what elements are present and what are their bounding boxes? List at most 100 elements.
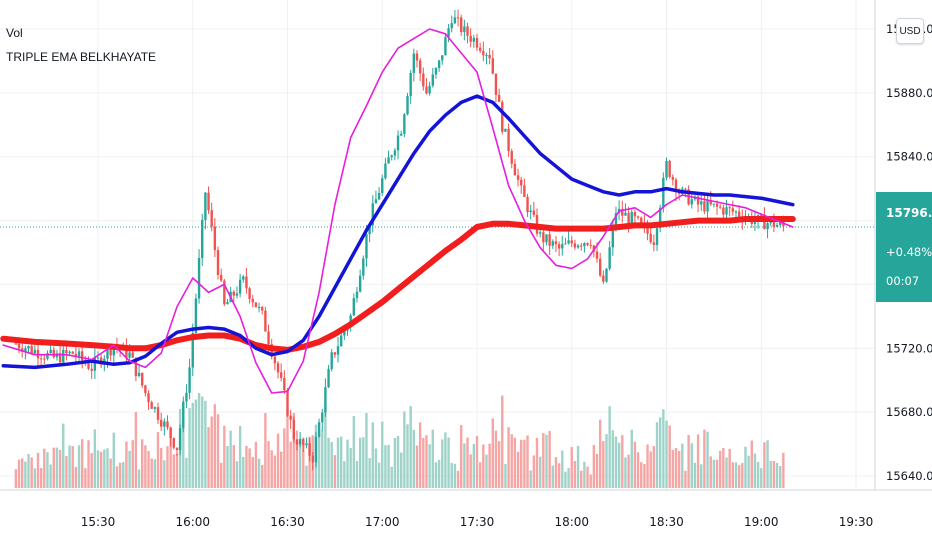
candle-body bbox=[298, 438, 302, 445]
volume-bar bbox=[450, 462, 453, 488]
volume-bar bbox=[156, 432, 160, 488]
candle-body bbox=[362, 258, 365, 276]
candle-body bbox=[134, 357, 138, 377]
volume-bar bbox=[223, 425, 226, 488]
volume-bar bbox=[257, 458, 261, 488]
candle-body bbox=[106, 348, 109, 359]
candle-body bbox=[453, 17, 457, 24]
volume-bar bbox=[349, 448, 352, 488]
volume-bar bbox=[516, 451, 520, 488]
candle-body bbox=[355, 291, 359, 299]
volume-bar bbox=[551, 465, 554, 488]
candle-body bbox=[561, 244, 564, 249]
candle-body bbox=[700, 201, 703, 205]
volume-bar bbox=[55, 447, 59, 488]
candle-body bbox=[286, 390, 289, 416]
volume-bar bbox=[65, 456, 68, 488]
volume-bar bbox=[213, 404, 217, 488]
volume-bar bbox=[658, 417, 662, 488]
candle-body bbox=[242, 276, 245, 280]
x-tick-label: 18:00 bbox=[554, 515, 589, 529]
candle-body bbox=[235, 293, 239, 296]
candle-body bbox=[17, 343, 21, 349]
candle-body bbox=[722, 207, 725, 215]
volume-bar bbox=[750, 440, 753, 488]
volume-bar bbox=[390, 466, 393, 488]
volume-bar bbox=[469, 454, 472, 488]
volume-bar bbox=[68, 445, 71, 488]
candle-body bbox=[358, 275, 362, 292]
candle-body bbox=[374, 199, 378, 204]
currency-button[interactable]: USD bbox=[896, 18, 924, 44]
candle-body bbox=[475, 38, 479, 48]
volume-bar bbox=[649, 451, 652, 488]
volume-legend[interactable]: Vol bbox=[6, 26, 23, 40]
volume-bar bbox=[611, 430, 615, 488]
volume-bar bbox=[77, 445, 81, 488]
volume-bar bbox=[684, 470, 687, 488]
candle-body bbox=[279, 372, 283, 378]
volume-bar bbox=[598, 419, 602, 488]
candle-body bbox=[71, 351, 74, 354]
volume-bar bbox=[741, 463, 744, 488]
volume-bar bbox=[387, 444, 390, 488]
candle-body bbox=[68, 351, 71, 354]
volume-bar bbox=[14, 469, 18, 488]
volume-bar bbox=[24, 461, 27, 488]
volume-bar bbox=[90, 453, 93, 488]
volume-bar bbox=[264, 413, 267, 488]
candle-body bbox=[163, 421, 166, 427]
volume-bar bbox=[235, 461, 239, 488]
candle-body bbox=[463, 26, 466, 33]
volume-bar bbox=[769, 461, 772, 488]
volume-bars bbox=[14, 393, 785, 488]
candle-body bbox=[33, 349, 37, 354]
candle-body bbox=[336, 346, 340, 355]
candle-body bbox=[314, 436, 318, 463]
volume-bar bbox=[371, 422, 374, 488]
candle-body bbox=[630, 212, 633, 224]
volume-bar bbox=[460, 425, 463, 488]
candle-body bbox=[251, 298, 254, 303]
volume-bar bbox=[321, 430, 324, 488]
volume-bar bbox=[662, 409, 665, 488]
candle-body bbox=[605, 268, 608, 282]
candle-body bbox=[156, 407, 160, 420]
ema-lines bbox=[0, 28, 796, 394]
candle-body bbox=[576, 245, 580, 248]
candle-body bbox=[649, 233, 652, 243]
volume-bar bbox=[681, 443, 684, 488]
volume-bar bbox=[602, 441, 605, 488]
candle-body bbox=[665, 160, 668, 178]
volume-bar bbox=[614, 436, 618, 488]
volume-bar bbox=[81, 439, 84, 488]
volume-bar bbox=[706, 431, 709, 488]
volume-bar bbox=[36, 452, 40, 488]
volume-bar bbox=[352, 415, 356, 488]
volume-bar bbox=[418, 422, 422, 488]
candle-body bbox=[324, 387, 327, 413]
candle-body bbox=[583, 243, 586, 247]
volume-bar bbox=[763, 442, 766, 488]
volume-bar bbox=[640, 462, 643, 488]
candle-body bbox=[400, 133, 403, 136]
candle-body bbox=[709, 200, 712, 205]
indicator-legend[interactable]: TRIPLE EMA BELKHAYATE bbox=[6, 50, 157, 64]
volume-bar bbox=[630, 429, 633, 488]
volume-bar bbox=[586, 466, 589, 488]
candle-body bbox=[478, 47, 482, 51]
candle-body bbox=[125, 345, 128, 358]
candle-body bbox=[447, 28, 450, 37]
volume-bar bbox=[122, 462, 125, 488]
volume-bar bbox=[248, 448, 251, 488]
volume-bar bbox=[775, 462, 779, 488]
candle-body bbox=[718, 206, 722, 208]
x-tick-label: 17:30 bbox=[460, 515, 495, 529]
volume-bar bbox=[595, 453, 599, 488]
candle-body bbox=[339, 335, 343, 347]
candle-body bbox=[238, 279, 242, 294]
candle-body bbox=[289, 415, 292, 420]
axes: 15640.0015680.0015720.0015760.0015800.00… bbox=[0, 0, 932, 529]
